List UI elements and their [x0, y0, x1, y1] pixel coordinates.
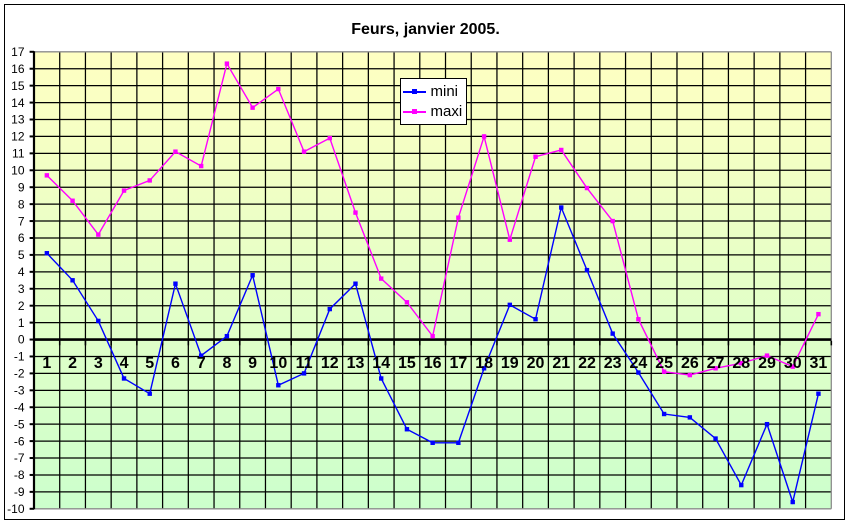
- svg-text:-9: -9: [14, 485, 25, 499]
- svg-text:21: 21: [552, 355, 570, 372]
- svg-text:18: 18: [475, 355, 493, 372]
- svg-text:-1: -1: [14, 350, 25, 364]
- svg-text:10: 10: [11, 163, 25, 177]
- svg-text:1: 1: [42, 355, 51, 372]
- svg-text:-3: -3: [14, 384, 25, 398]
- svg-text:11: 11: [296, 355, 313, 372]
- svg-text:24: 24: [630, 355, 648, 372]
- svg-text:5: 5: [18, 248, 25, 262]
- svg-text:4: 4: [18, 265, 25, 279]
- svg-text:-2: -2: [14, 367, 25, 381]
- svg-text:10: 10: [269, 355, 287, 372]
- svg-text:6: 6: [18, 231, 25, 245]
- svg-text:13: 13: [11, 113, 25, 127]
- svg-text:16: 16: [11, 62, 25, 76]
- svg-text:-4: -4: [14, 400, 25, 414]
- svg-text:19: 19: [501, 355, 519, 372]
- svg-text:7: 7: [18, 214, 25, 228]
- svg-text:14: 14: [372, 355, 390, 372]
- svg-text:3: 3: [18, 282, 25, 296]
- svg-text:2: 2: [18, 299, 25, 313]
- svg-text:23: 23: [604, 355, 622, 372]
- svg-text:15: 15: [398, 355, 416, 372]
- svg-text:16: 16: [424, 355, 442, 372]
- svg-text:-5: -5: [14, 417, 25, 431]
- svg-text:29: 29: [758, 355, 776, 372]
- svg-text:2: 2: [68, 355, 77, 372]
- svg-text:-10: -10: [7, 502, 25, 516]
- svg-text:30: 30: [784, 355, 802, 372]
- svg-text:25: 25: [655, 355, 673, 372]
- svg-text:9: 9: [18, 180, 25, 194]
- svg-text:6: 6: [171, 355, 180, 372]
- svg-text:14: 14: [11, 96, 25, 110]
- svg-text:-8: -8: [14, 468, 25, 482]
- svg-text:12: 12: [321, 355, 339, 372]
- svg-text:5: 5: [145, 355, 154, 372]
- svg-text:1: 1: [18, 316, 25, 330]
- svg-text:7: 7: [197, 355, 206, 372]
- svg-text:13: 13: [347, 355, 365, 372]
- svg-text:17: 17: [449, 355, 467, 372]
- svg-text:11: 11: [12, 147, 25, 161]
- svg-text:26: 26: [681, 355, 699, 372]
- svg-text:15: 15: [11, 79, 25, 93]
- svg-text:17: 17: [11, 45, 25, 59]
- svg-text:0: 0: [18, 333, 25, 347]
- svg-text:20: 20: [527, 355, 545, 372]
- svg-text:9: 9: [248, 355, 257, 372]
- svg-text:27: 27: [707, 355, 725, 372]
- svg-text:-6: -6: [14, 434, 25, 448]
- svg-text:28: 28: [732, 355, 750, 372]
- svg-text:31: 31: [810, 355, 828, 372]
- svg-text:22: 22: [578, 355, 596, 372]
- svg-text:3: 3: [94, 355, 103, 372]
- svg-text:4: 4: [120, 355, 129, 372]
- svg-text:8: 8: [222, 355, 231, 372]
- svg-text:12: 12: [11, 130, 25, 144]
- svg-text:8: 8: [18, 197, 25, 211]
- svg-text:-7: -7: [14, 451, 25, 465]
